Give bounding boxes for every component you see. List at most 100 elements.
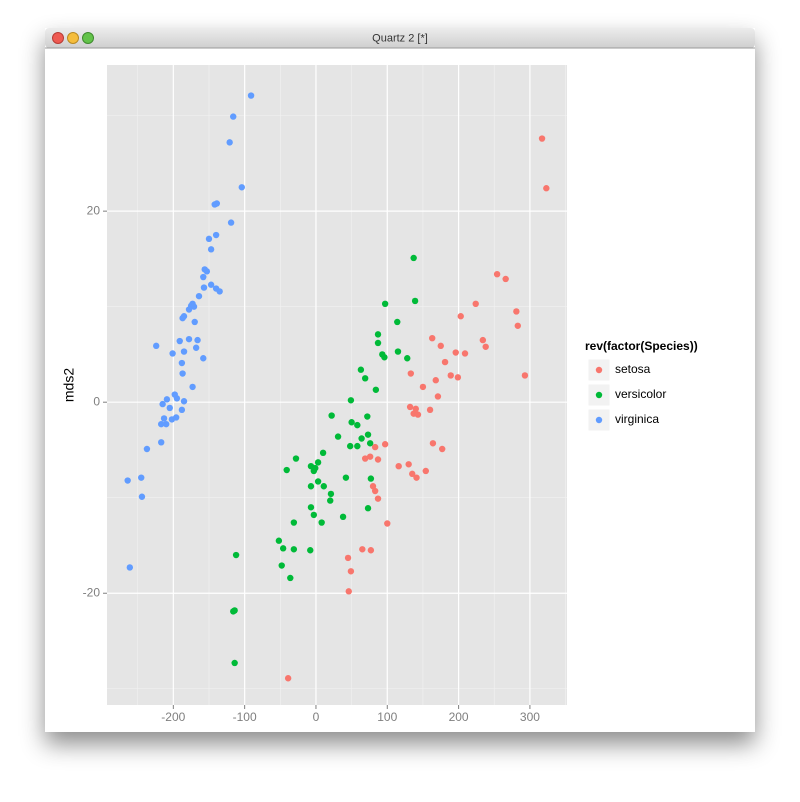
point — [158, 439, 165, 446]
legend-marker — [595, 366, 603, 374]
point — [502, 275, 509, 283]
point — [457, 313, 464, 320]
point — [345, 588, 352, 595]
point — [394, 318, 401, 326]
point — [371, 487, 379, 495]
point — [358, 435, 365, 442]
point — [334, 433, 342, 440]
point — [367, 475, 375, 482]
point — [238, 184, 245, 191]
panel-background — [107, 65, 567, 705]
point — [194, 336, 201, 344]
plot: -200 -100 0 100 200 300-20020mds1mds2rev(fact… — [61, 65, 698, 732]
point — [367, 547, 375, 554]
point — [247, 92, 255, 99]
point — [314, 459, 322, 466]
point — [452, 349, 459, 356]
point — [307, 483, 315, 490]
point — [429, 334, 436, 342]
point — [328, 412, 335, 419]
point — [347, 568, 355, 575]
point — [180, 348, 188, 355]
point — [159, 400, 166, 408]
point — [374, 456, 382, 463]
point — [292, 455, 300, 462]
point — [374, 495, 382, 502]
point — [419, 383, 427, 391]
point — [278, 562, 285, 569]
point — [226, 139, 233, 146]
point — [372, 386, 380, 393]
point — [410, 254, 417, 262]
point — [438, 445, 446, 453]
zoom-button[interactable] — [82, 32, 94, 44]
legend-marker — [595, 416, 603, 424]
point — [381, 354, 388, 361]
point — [354, 421, 361, 429]
minimize-button[interactable] — [67, 32, 79, 44]
point — [339, 513, 347, 521]
point — [359, 546, 366, 553]
point — [426, 406, 434, 414]
point — [369, 483, 377, 490]
point — [371, 443, 379, 451]
point — [364, 505, 372, 512]
point — [290, 519, 298, 526]
point — [310, 467, 318, 475]
point — [126, 564, 134, 571]
point — [307, 547, 314, 554]
point — [366, 453, 374, 460]
point — [200, 355, 207, 362]
point — [205, 235, 213, 243]
legend-label: setosa — [615, 362, 651, 376]
point — [230, 113, 237, 120]
y-axis-label: mds2 — [61, 368, 77, 402]
point — [212, 231, 220, 239]
x-tick-label: 100 — [377, 710, 397, 724]
point — [411, 297, 419, 305]
point — [461, 350, 469, 357]
point — [514, 322, 521, 329]
point — [437, 342, 444, 350]
point — [361, 455, 369, 462]
point — [307, 504, 315, 511]
close-button[interactable] — [52, 32, 64, 44]
point — [413, 474, 420, 481]
point — [357, 366, 365, 373]
x-tick-label: 300 — [520, 710, 540, 724]
point — [179, 314, 186, 322]
point — [434, 393, 442, 400]
point — [275, 537, 283, 544]
point — [344, 554, 352, 562]
x-tick-label: -100 — [233, 710, 257, 724]
point — [441, 358, 449, 366]
y-tick-label: 0 — [93, 394, 100, 408]
point — [429, 440, 437, 447]
point — [414, 411, 422, 418]
point — [185, 306, 193, 313]
point — [381, 441, 389, 448]
point — [200, 284, 208, 291]
point — [178, 359, 186, 367]
point — [374, 339, 382, 347]
point — [472, 300, 479, 308]
point — [404, 355, 411, 362]
x-tick-label: -200 — [161, 710, 185, 724]
point — [361, 375, 369, 382]
point — [284, 675, 292, 682]
point — [231, 659, 238, 667]
point — [232, 551, 240, 559]
point — [213, 200, 221, 207]
point — [521, 372, 529, 379]
point — [207, 281, 215, 288]
point — [405, 461, 412, 468]
point — [364, 413, 371, 420]
point — [354, 442, 361, 450]
point — [287, 574, 294, 582]
point — [195, 292, 203, 300]
point — [432, 377, 439, 384]
x-tick-label: 200 — [449, 710, 469, 724]
point — [203, 268, 211, 275]
point — [412, 405, 420, 413]
point — [176, 337, 183, 345]
